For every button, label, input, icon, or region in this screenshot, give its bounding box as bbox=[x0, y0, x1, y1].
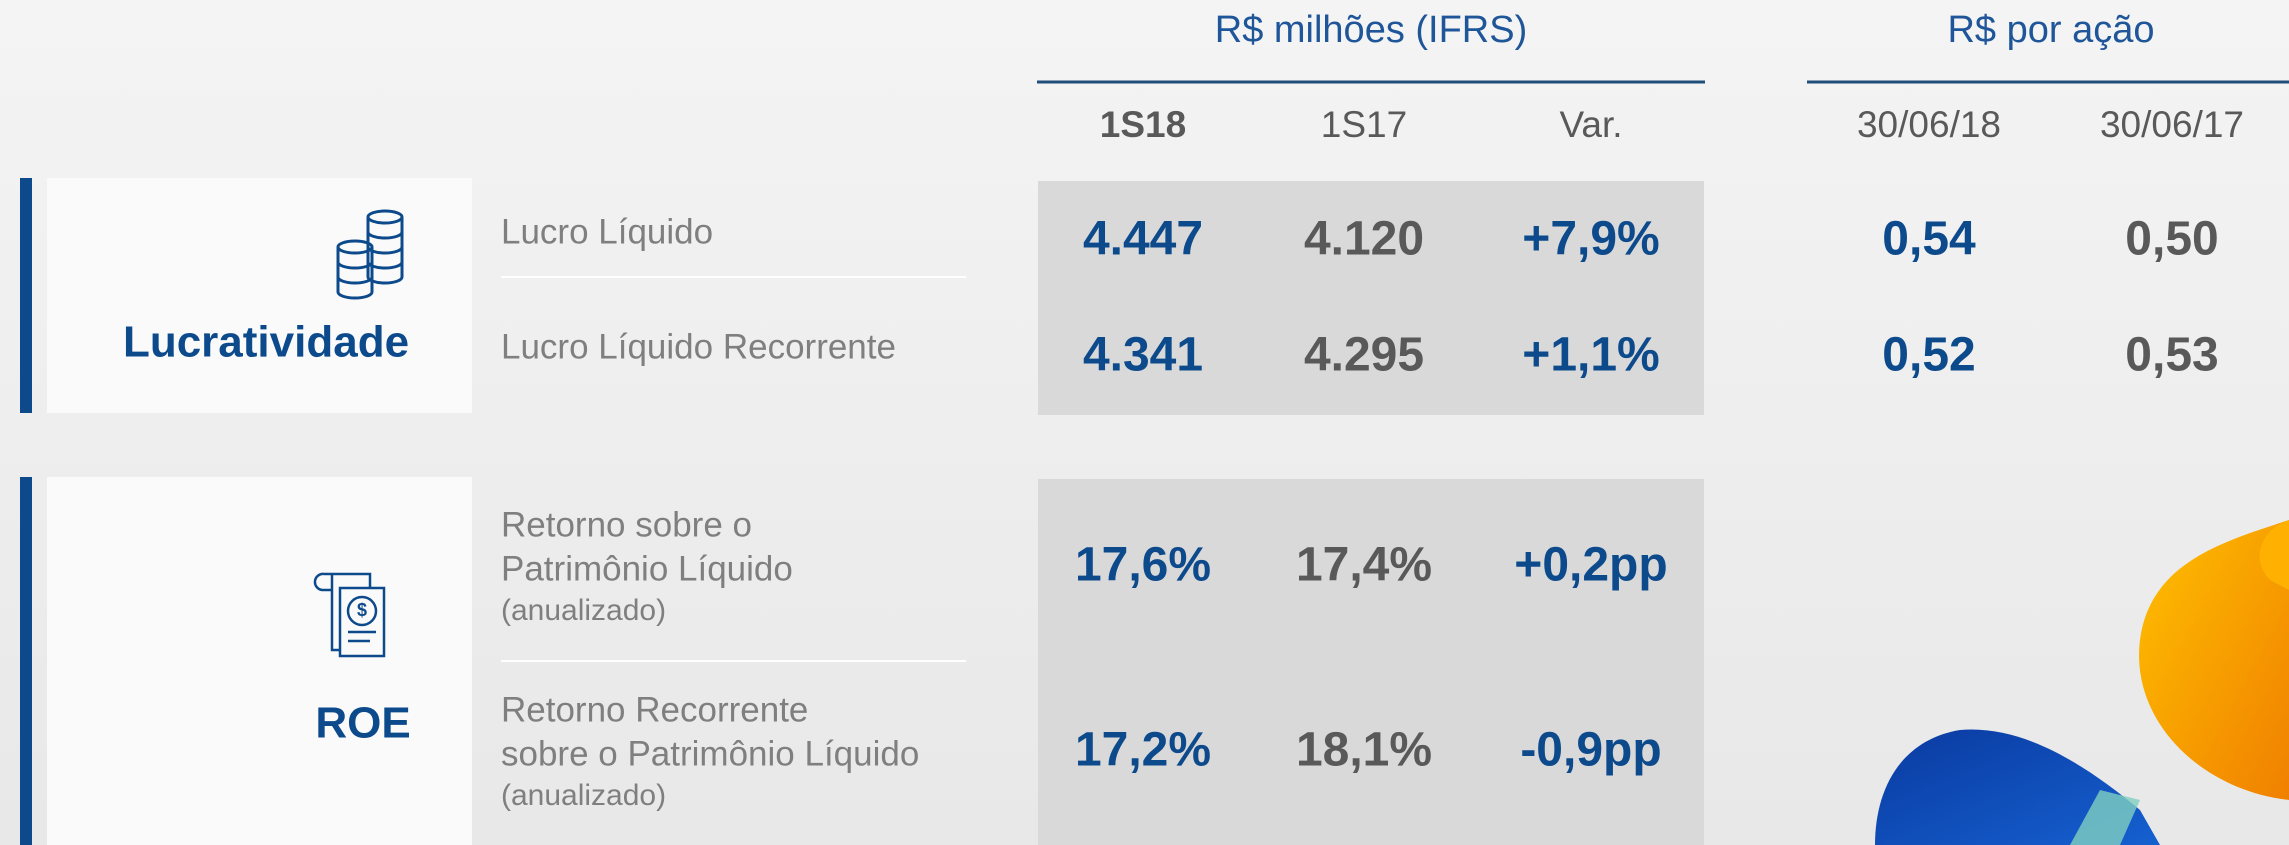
cell-value: 18,1% bbox=[1296, 724, 1432, 777]
cell-value: 4.447 bbox=[1083, 213, 1203, 266]
column-header: 30/06/18 bbox=[1857, 104, 2001, 145]
group-header: R$ por ação bbox=[1947, 9, 2154, 51]
column-header: Var. bbox=[1559, 104, 1622, 145]
row-label: Lucro Líquido bbox=[501, 212, 713, 251]
row-note: (anualizado) bbox=[501, 779, 666, 812]
value-panel bbox=[1038, 181, 1704, 415]
section-card bbox=[47, 477, 472, 845]
cell-value: +1,1% bbox=[1522, 329, 1659, 382]
cell-value: 4.295 bbox=[1304, 329, 1424, 382]
cell-value: +0,2pp bbox=[1514, 539, 1667, 592]
column-header: 30/06/17 bbox=[2100, 104, 2244, 145]
section-title: Lucratividade bbox=[123, 318, 409, 367]
column-header: 1S18 bbox=[1100, 104, 1186, 145]
row-label: Retorno Recorrente bbox=[501, 690, 808, 729]
column-header: 1S17 bbox=[1321, 104, 1407, 145]
coins-icon bbox=[336, 209, 404, 300]
row-label: Lucro Líquido Recorrente bbox=[501, 327, 896, 366]
cell-value: 17,6% bbox=[1075, 539, 1211, 592]
cell-value: 4.120 bbox=[1304, 213, 1424, 266]
cell-value: 17,4% bbox=[1296, 539, 1432, 592]
group-header: R$ milhões (IFRS) bbox=[1215, 9, 1528, 51]
cell-value: 0,54 bbox=[1882, 213, 1976, 266]
section-bar bbox=[20, 178, 32, 413]
row-label: Patrimônio Líquido bbox=[501, 549, 793, 588]
cell-value: 4.341 bbox=[1083, 329, 1203, 382]
row-label: sobre o Patrimônio Líquido bbox=[501, 734, 919, 773]
section-title: ROE bbox=[315, 699, 410, 748]
cell-value: 0,53 bbox=[2125, 329, 2218, 382]
decoration bbox=[2139, 520, 2289, 800]
decoration bbox=[2070, 790, 2140, 845]
cell-value: -0,9pp bbox=[1520, 724, 1661, 777]
cell-value: 0,52 bbox=[1882, 329, 1975, 382]
row-note: (anualizado) bbox=[501, 594, 666, 627]
document-icon bbox=[313, 572, 386, 658]
row-label: Retorno sobre o bbox=[501, 505, 752, 544]
section-card bbox=[47, 178, 472, 413]
decoration bbox=[2259, 520, 2289, 590]
cell-value: 0,50 bbox=[2125, 213, 2218, 266]
icon-glyph: $ bbox=[357, 600, 367, 620]
cell-value: +7,9% bbox=[1522, 213, 1659, 266]
value-panel bbox=[1038, 479, 1704, 845]
cell-value: 17,2% bbox=[1075, 724, 1211, 777]
section-bar bbox=[20, 477, 32, 845]
